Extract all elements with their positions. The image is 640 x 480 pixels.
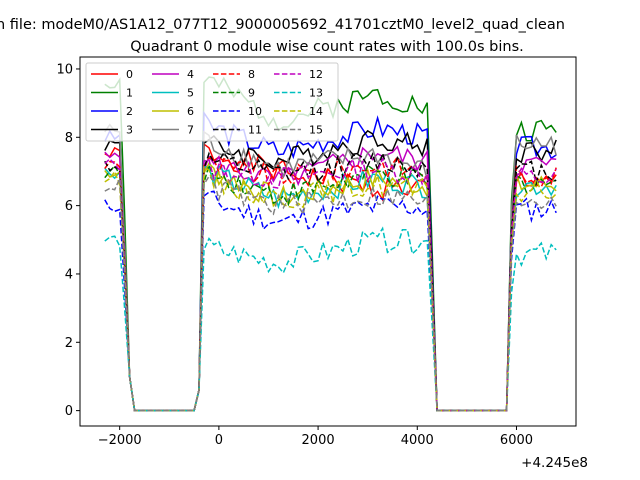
x-tick-label: 2000 xyxy=(302,433,335,448)
plot-frame xyxy=(79,56,577,427)
legend-label: 12 xyxy=(309,68,323,81)
y-tick-label: 6 xyxy=(65,199,73,214)
series-line xyxy=(104,226,557,412)
legend-label: 15 xyxy=(309,124,323,137)
chart-suptitle: n file: modeM0/AS1A12_077T12_9000005692_… xyxy=(0,17,565,33)
legend-label: 14 xyxy=(309,105,323,118)
x-tick-label: 0 xyxy=(215,433,223,448)
legend-label: 2 xyxy=(126,105,133,118)
y-tick-label: 4 xyxy=(65,267,73,282)
series-line xyxy=(104,162,557,412)
series-line xyxy=(104,166,557,412)
x-tick-label: −2000 xyxy=(98,433,142,448)
legend-box xyxy=(85,62,339,142)
plot-lines xyxy=(104,76,557,412)
y-tick-label: 0 xyxy=(65,404,73,419)
y-tick-label: 10 xyxy=(56,62,73,77)
series-line xyxy=(104,175,557,412)
chart-title: Quadrant 0 module wise count rates with … xyxy=(130,39,524,55)
legend-label: 10 xyxy=(248,105,262,118)
series-line xyxy=(104,155,557,412)
series-line xyxy=(104,142,557,412)
series-line xyxy=(104,162,557,412)
x-axis: −2000 0 2000 4000 6000 xyxy=(98,426,533,448)
legend-label: 6 xyxy=(187,105,194,118)
legend-label: 8 xyxy=(248,68,255,81)
legend-label: 9 xyxy=(248,87,255,100)
legend-label: 7 xyxy=(187,124,194,137)
series-line xyxy=(104,190,557,412)
series-line xyxy=(104,164,557,412)
x-tick-label: 4000 xyxy=(401,433,434,448)
legend-label: 11 xyxy=(248,124,262,137)
legend-label: 5 xyxy=(187,87,194,100)
legend-label: 3 xyxy=(126,124,133,137)
legend-label: 1 xyxy=(126,87,133,100)
series-line xyxy=(104,157,557,412)
y-tick-label: 8 xyxy=(65,131,73,146)
legend-label: 0 xyxy=(126,68,133,81)
y-axis: 0 2 4 6 8 10 xyxy=(56,62,80,419)
legend-label: 4 xyxy=(187,68,194,81)
x-tick-label: 6000 xyxy=(500,433,533,448)
y-tick-label: 2 xyxy=(65,336,73,351)
legend-label: 13 xyxy=(309,87,323,100)
x-offset-label: +4.245e8 xyxy=(521,455,588,471)
